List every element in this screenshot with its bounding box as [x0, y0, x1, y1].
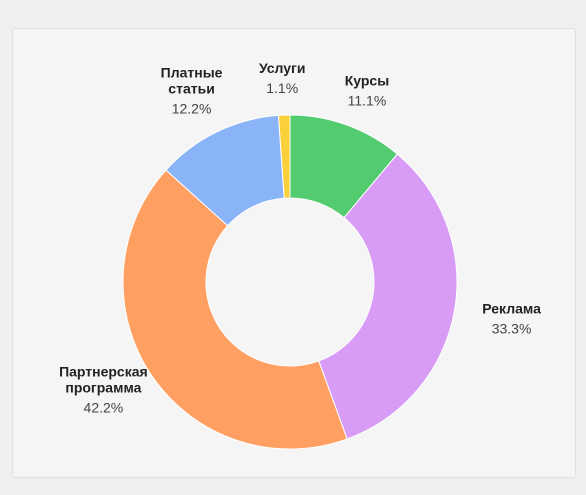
donut-segment [277, 114, 291, 199]
segment-label: Партнерская программа [59, 364, 148, 396]
donut-segment [122, 169, 348, 450]
segment-value-label: 11.1% [348, 92, 387, 108]
segment-label: Услуги [259, 60, 306, 76]
segment-label: Реклама [482, 301, 541, 317]
donut-segment [318, 153, 458, 440]
segment-label: Курсы [345, 72, 389, 88]
segment-label: Платные статьи [161, 65, 223, 97]
segment-value-label: 1.1% [266, 80, 298, 96]
segment-value-label: 33.3% [492, 321, 532, 337]
segment-value-label: 12.2% [172, 101, 212, 117]
segment-value-label: 42.2% [84, 400, 124, 416]
